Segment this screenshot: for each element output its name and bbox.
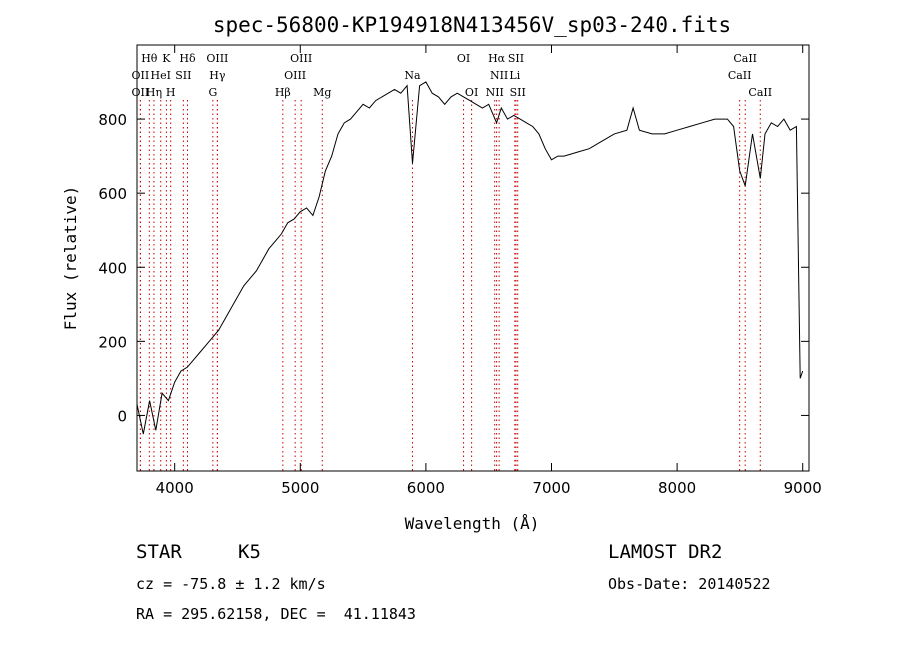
x-tick-label: 8000	[658, 479, 696, 497]
line-marker-label: HeI	[151, 69, 171, 82]
y-tick-label: 200	[98, 333, 127, 351]
line-marker-label: CaII	[733, 52, 757, 65]
chart-title: spec-56800-KP194918N413456V_sp03-240.fit…	[213, 13, 731, 37]
observation-date: Obs-Date: 20140522	[608, 575, 771, 593]
spectrum-line	[136, 81, 804, 435]
line-marker-label: Li	[509, 69, 520, 82]
line-marker-label: SII	[510, 86, 526, 99]
line-marker-label: Hα	[488, 52, 506, 65]
line-marker-label: NII	[490, 69, 508, 82]
x-tick-label: 5000	[281, 479, 319, 497]
line-marker-label: OI	[457, 52, 470, 65]
plot-frame	[136, 44, 810, 472]
line-marker-label: Hη	[146, 86, 162, 99]
line-marker-label: OIII	[284, 69, 306, 82]
y-tick-label: 800	[98, 111, 127, 129]
x-tick-label: 7000	[532, 479, 570, 497]
redshift-readout: cz = -75.8 ± 1.2 km/s	[136, 575, 326, 593]
coordinates-readout: RA = 295.62158, DEC = 41.11843	[136, 605, 416, 623]
line-marker-label: CaII	[748, 86, 772, 99]
object-class: STAR	[136, 541, 182, 563]
line-marker-label: K	[162, 52, 171, 65]
line-marker-label: SII	[508, 52, 524, 65]
line-marker-label: OIII	[206, 52, 228, 65]
x-tick-label: 4000	[156, 479, 194, 497]
x-axis-label: Wavelength (Å)	[405, 514, 540, 533]
line-marker-label: Mg	[313, 86, 331, 99]
line-marker-label: SII	[175, 69, 191, 82]
y-tick-label: 400	[98, 259, 127, 277]
line-marker-label: Na	[404, 69, 421, 82]
line-marker-label: Hδ	[179, 52, 196, 65]
line-marker-label: OI	[465, 86, 478, 99]
line-marker-label: G	[208, 86, 217, 99]
line-marker-label: Hγ	[209, 69, 226, 82]
line-marker-label: OIII	[290, 52, 312, 65]
line-marker-label: Hβ	[275, 86, 291, 99]
line-marker-label: OII	[132, 69, 150, 82]
y-axis-label: Flux (relative)	[61, 186, 80, 331]
y-tick-label: 600	[98, 185, 127, 203]
x-tick-label: 6000	[407, 479, 445, 497]
line-marker-label: OII	[132, 86, 150, 99]
line-marker-label: CaII	[728, 69, 752, 82]
object-subclass: K5	[238, 541, 261, 563]
survey-name: LAMOST DR2	[608, 541, 723, 563]
line-marker-label: NII	[486, 86, 504, 99]
y-tick-label: 0	[117, 407, 127, 425]
line-marker-label: Hθ	[141, 52, 158, 65]
axis-ticks: 4000 5000 6000 7000 8000 9000 0 200 400 600 800	[98, 45, 822, 497]
line-marker-label: H	[166, 86, 176, 99]
x-tick-label: 9000	[784, 479, 822, 497]
